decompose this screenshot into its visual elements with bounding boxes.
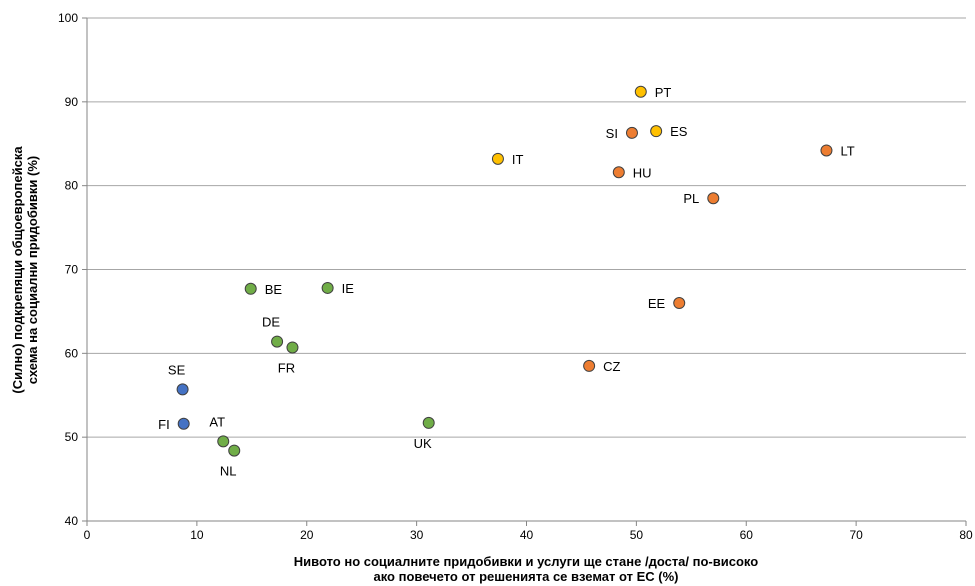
axes: [82, 17, 967, 526]
y-axis-title-line1: (Силно) подкрепящи общоевропейска: [10, 146, 25, 394]
x-tick-label: 0: [84, 528, 91, 542]
data-label-ie: IE: [342, 281, 355, 296]
data-label-it: IT: [512, 152, 524, 167]
x-tick-label: 50: [630, 528, 644, 542]
x-tick-label: 40: [520, 528, 534, 542]
data-labels: SE FI AT NL BE DE FR IE UK IT CZ HU SI PT ES EE PL LT: [158, 85, 855, 479]
data-label-fi: FI: [158, 417, 170, 432]
x-tick-label: 10: [190, 528, 204, 542]
data-point-de: [271, 335, 284, 348]
x-tick-label: 30: [410, 528, 424, 542]
data-label-hu: HU: [633, 165, 652, 180]
data-point-nl: [228, 444, 241, 457]
data-point-fi: [177, 417, 190, 430]
data-label-si: SI: [606, 126, 618, 141]
y-tick-label: 100: [58, 11, 78, 25]
data-label-pl: PL: [683, 191, 699, 206]
x-tick-labels: 0 10 20 30 40 50 60 70 80: [84, 528, 973, 542]
data-point-ie: [321, 281, 334, 294]
data-point-pl: [707, 192, 720, 205]
data-point-fr: [286, 341, 299, 354]
data-label-es: ES: [670, 124, 688, 139]
data-point-pt: [634, 85, 647, 98]
data-point-cz: [583, 359, 596, 372]
data-point-it: [491, 152, 504, 165]
data-label-fr: FR: [278, 360, 295, 375]
data-label-ee: EE: [648, 296, 666, 311]
y-tick-label: 40: [65, 514, 79, 528]
data-point-ee: [673, 297, 686, 310]
y-tick-label: 60: [65, 346, 79, 360]
data-label-be: BE: [265, 282, 283, 297]
data-point-si: [625, 126, 638, 139]
data-label-uk: UK: [414, 436, 432, 451]
data-point-lt: [820, 144, 833, 157]
y-tick-label: 50: [65, 430, 79, 444]
data-point-be: [244, 282, 257, 295]
data-point-at: [217, 435, 230, 448]
data-label-at: AT: [209, 414, 225, 429]
y-tick-label: 70: [65, 263, 79, 277]
data-label-de: DE: [262, 315, 280, 330]
data-points: [176, 85, 833, 457]
data-label-nl: NL: [220, 464, 237, 479]
y-tick-label: 80: [65, 179, 79, 193]
data-point-es: [650, 125, 663, 138]
x-tick-label: 60: [740, 528, 754, 542]
data-point-se: [176, 383, 189, 396]
y-tick-labels: 40 50 60 70 80 90 100: [58, 11, 78, 528]
data-label-se: SE: [168, 362, 186, 377]
data-label-lt: LT: [840, 143, 854, 158]
data-label-pt: PT: [655, 85, 672, 100]
y-axis-title-line2: схема на социални придобивки (%): [25, 156, 40, 384]
x-tick-label: 20: [300, 528, 314, 542]
data-point-hu: [612, 166, 625, 179]
x-axis-title-line1: Нивото но социалните придобивки и услуги…: [294, 554, 758, 569]
data-point-uk: [422, 416, 435, 429]
y-tick-label: 90: [65, 95, 79, 109]
data-label-cz: CZ: [603, 359, 620, 374]
gridlines: [87, 17, 966, 438]
x-tick-label: 70: [849, 528, 863, 542]
x-tick-label: 80: [959, 528, 973, 542]
x-axis-title-line2: ако повечето от решенията се вземат от Е…: [373, 569, 678, 584]
